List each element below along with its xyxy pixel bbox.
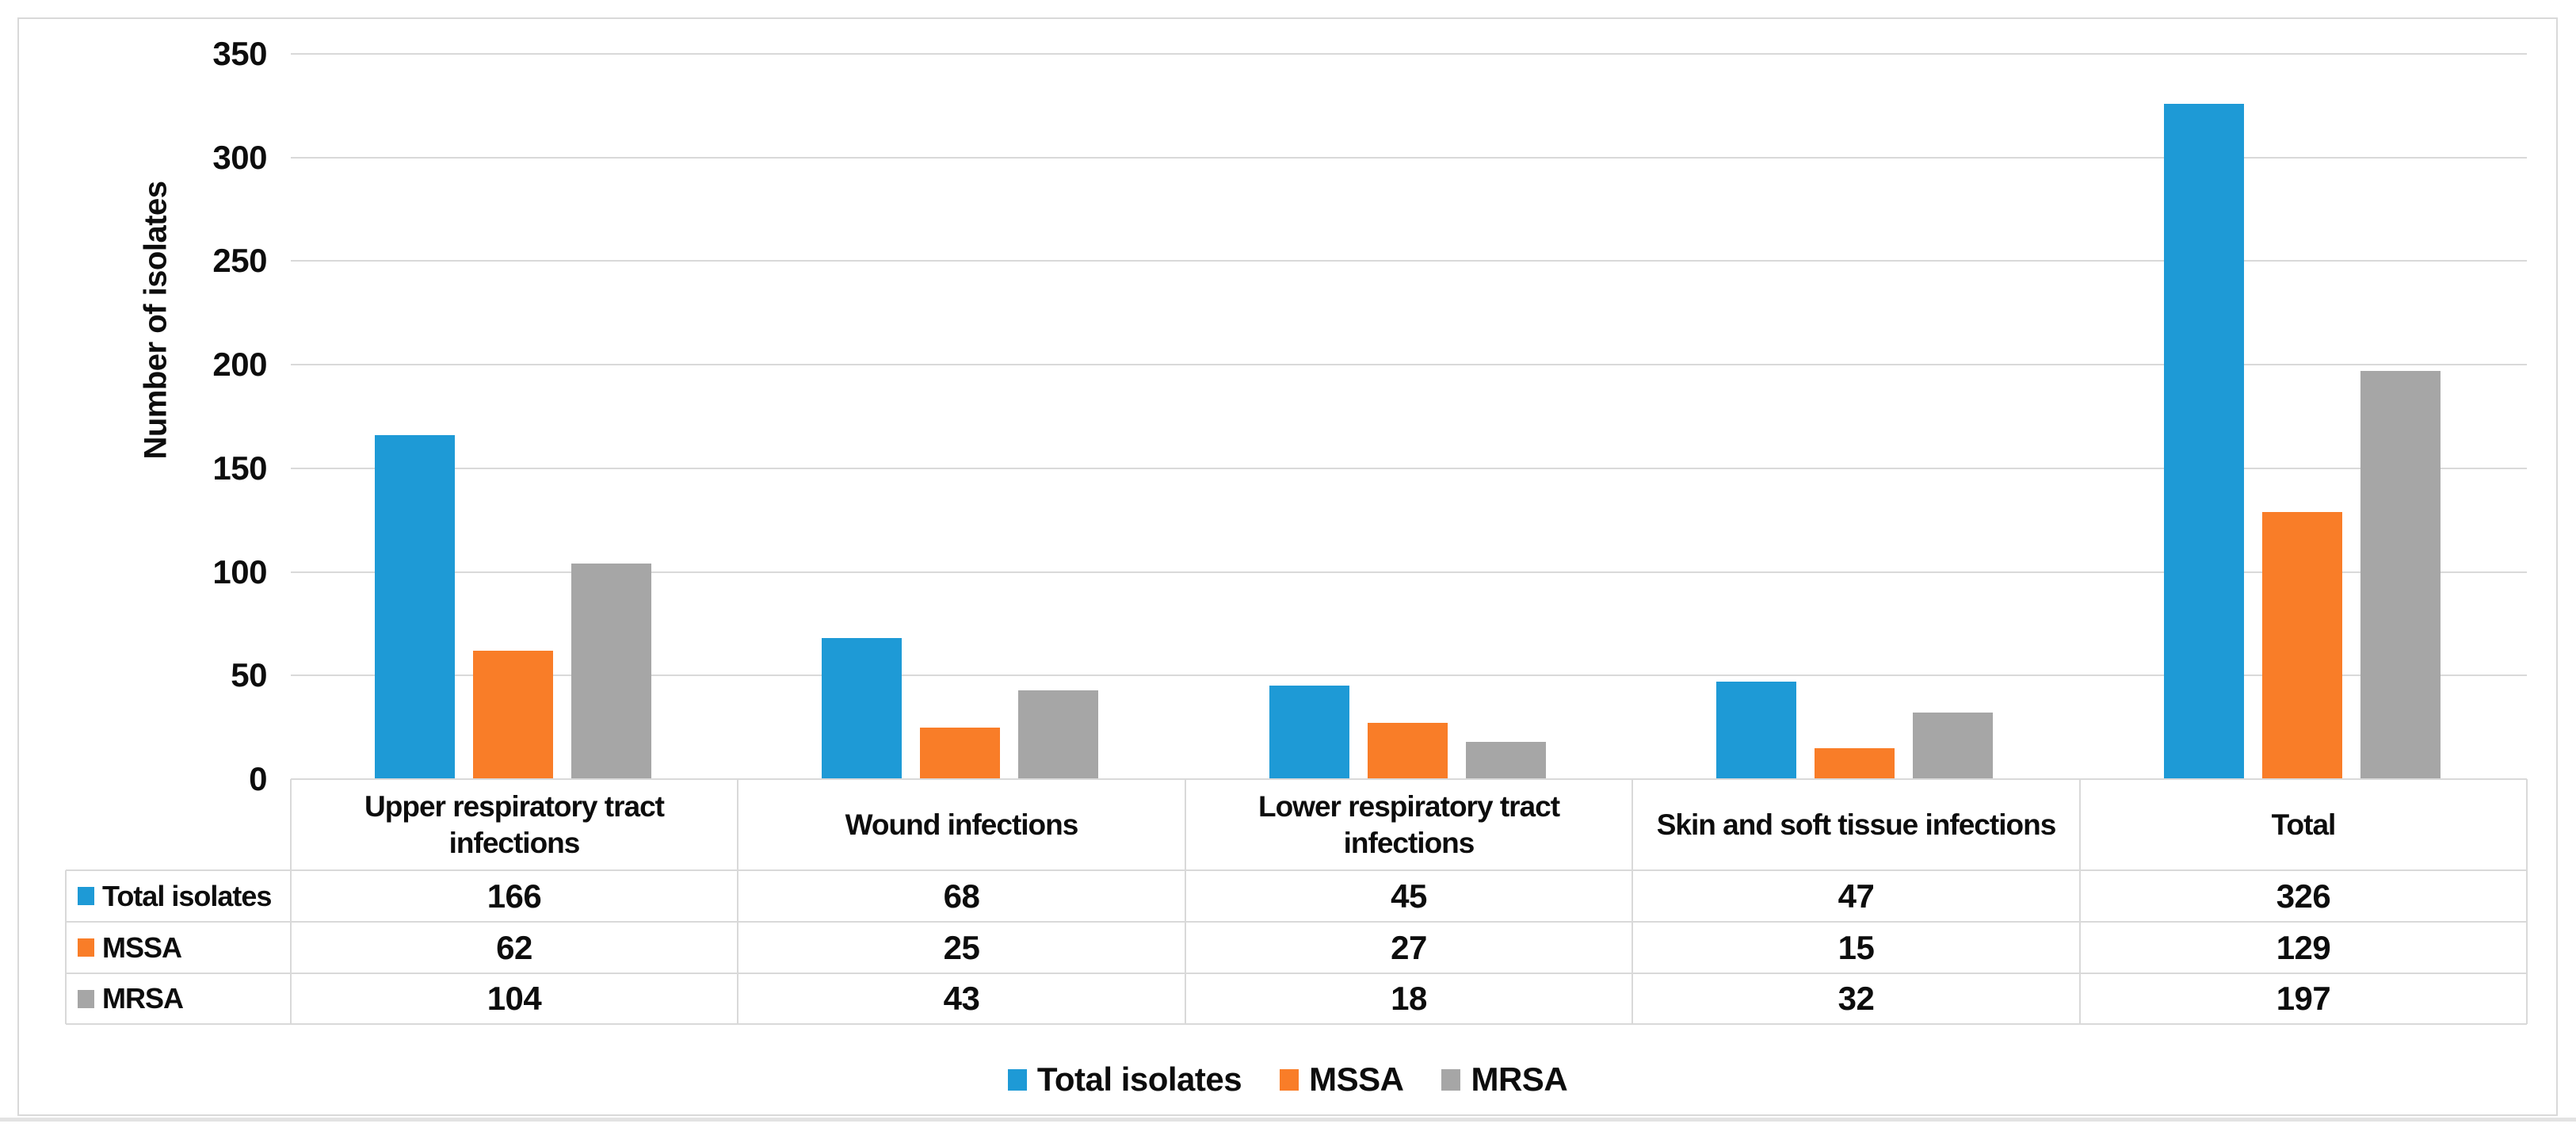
bar — [473, 651, 553, 779]
table-border — [66, 869, 2527, 871]
table-border — [737, 779, 738, 1024]
category-header-line: Skin and soft tissue infections — [1656, 808, 2057, 841]
series-row-label: MSSA — [102, 931, 182, 964]
table-border — [66, 921, 2527, 923]
table-border — [1631, 779, 1633, 1024]
y-tick-label: 150 — [212, 449, 267, 487]
table-border — [290, 779, 292, 1024]
category-header-line: Total — [2271, 808, 2337, 841]
y-tick-label: 0 — [249, 760, 267, 797]
y-tick-label: 350 — [212, 35, 267, 72]
gridline — [291, 156, 2527, 159]
table-border — [1185, 779, 1186, 1024]
gridline — [291, 571, 2527, 573]
y-tick-label: 250 — [212, 242, 267, 280]
table-cell: 47 — [1838, 877, 1875, 915]
series-row-label: Total isolates — [102, 879, 272, 912]
bar — [1913, 713, 1993, 779]
category-header-line: Wound infections — [845, 808, 1079, 841]
category-header-line: Lower respiratory tract — [1257, 789, 1560, 823]
table-border — [291, 778, 2527, 780]
y-tick-label: 100 — [212, 552, 267, 590]
table-cell: 45 — [1391, 877, 1427, 915]
gridline — [291, 260, 2527, 262]
legend-swatch-icon — [1441, 1068, 1461, 1091]
legend-swatch-icon — [1007, 1068, 1027, 1091]
table-cell: 15 — [1838, 928, 1875, 966]
legend-item-label: MSSA — [1309, 1060, 1404, 1098]
bar — [1018, 690, 1098, 779]
table-cell: 326 — [2276, 877, 2331, 915]
legend: Total isolates MSSA MRSA — [17, 1057, 2558, 1102]
bar — [1368, 723, 1448, 779]
table-cell: 62 — [496, 928, 532, 966]
series-swatch-icon — [78, 887, 94, 905]
table-cell: 166 — [487, 877, 542, 915]
legend-item: Total isolates — [1007, 1060, 1242, 1099]
category-header-cell: Lower respiratory tract infections — [1185, 779, 1632, 870]
legend-swatch-icon — [1280, 1068, 1299, 1091]
series-row-header: MSSA — [66, 922, 291, 973]
series-swatch-icon — [78, 938, 94, 957]
category-header-cell: Wound infections — [738, 779, 1185, 870]
table-cell: 129 — [2276, 928, 2331, 966]
table-cell: 104 — [487, 980, 542, 1017]
legend-item: MRSA — [1441, 1060, 1568, 1099]
y-axis-title: Number of isolates — [138, 181, 174, 460]
gridline — [291, 53, 2527, 55]
bar — [1815, 748, 1895, 779]
table-cell: 32 — [1838, 980, 1875, 1017]
bar — [1466, 742, 1546, 779]
gridline — [291, 467, 2527, 469]
bar — [1716, 682, 1796, 779]
category-header-cell: Upper respiratory tract infections — [291, 779, 738, 870]
category-header-line: Upper respiratory tract — [364, 789, 665, 823]
category-header-line: infections — [1343, 826, 1475, 859]
bar — [920, 728, 1000, 779]
legend-item-label: Total isolates — [1036, 1060, 1242, 1098]
category-header-cell: Total — [2080, 779, 2527, 870]
bar — [1269, 686, 1349, 779]
table-cell: 197 — [2276, 980, 2331, 1017]
table-border — [65, 870, 67, 1024]
table-cell: 18 — [1391, 980, 1427, 1017]
table-cell: 25 — [943, 928, 980, 966]
table-border — [2526, 779, 2528, 1024]
category-header-cell: Skin and soft tissue infections — [1632, 779, 2080, 870]
page-divider — [0, 1118, 2576, 1122]
category-header-line: infections — [448, 826, 581, 859]
y-tick-label: 200 — [212, 346, 267, 384]
table-cell: 27 — [1391, 928, 1427, 966]
bar — [822, 638, 902, 779]
legend-item-label: MRSA — [1471, 1060, 1568, 1098]
series-row-header: Total isolates — [66, 870, 291, 922]
table-border — [66, 973, 2527, 974]
bar — [375, 435, 455, 779]
table-cell: 43 — [943, 980, 980, 1017]
bar — [2164, 104, 2244, 779]
y-tick-label: 50 — [231, 656, 267, 694]
series-swatch-icon — [78, 989, 94, 1008]
table-border — [66, 1023, 2527, 1025]
gridline — [291, 364, 2527, 366]
bar — [571, 564, 651, 779]
series-row-header: MRSA — [66, 973, 291, 1024]
bar — [2262, 512, 2342, 779]
legend-item: MSSA — [1280, 1060, 1404, 1099]
y-tick-label: 300 — [212, 138, 267, 176]
table-border — [2079, 779, 2081, 1024]
series-row-label: MRSA — [102, 982, 184, 1015]
gridline — [291, 675, 2527, 677]
table-cell: 68 — [943, 877, 980, 915]
bar — [2360, 371, 2441, 779]
